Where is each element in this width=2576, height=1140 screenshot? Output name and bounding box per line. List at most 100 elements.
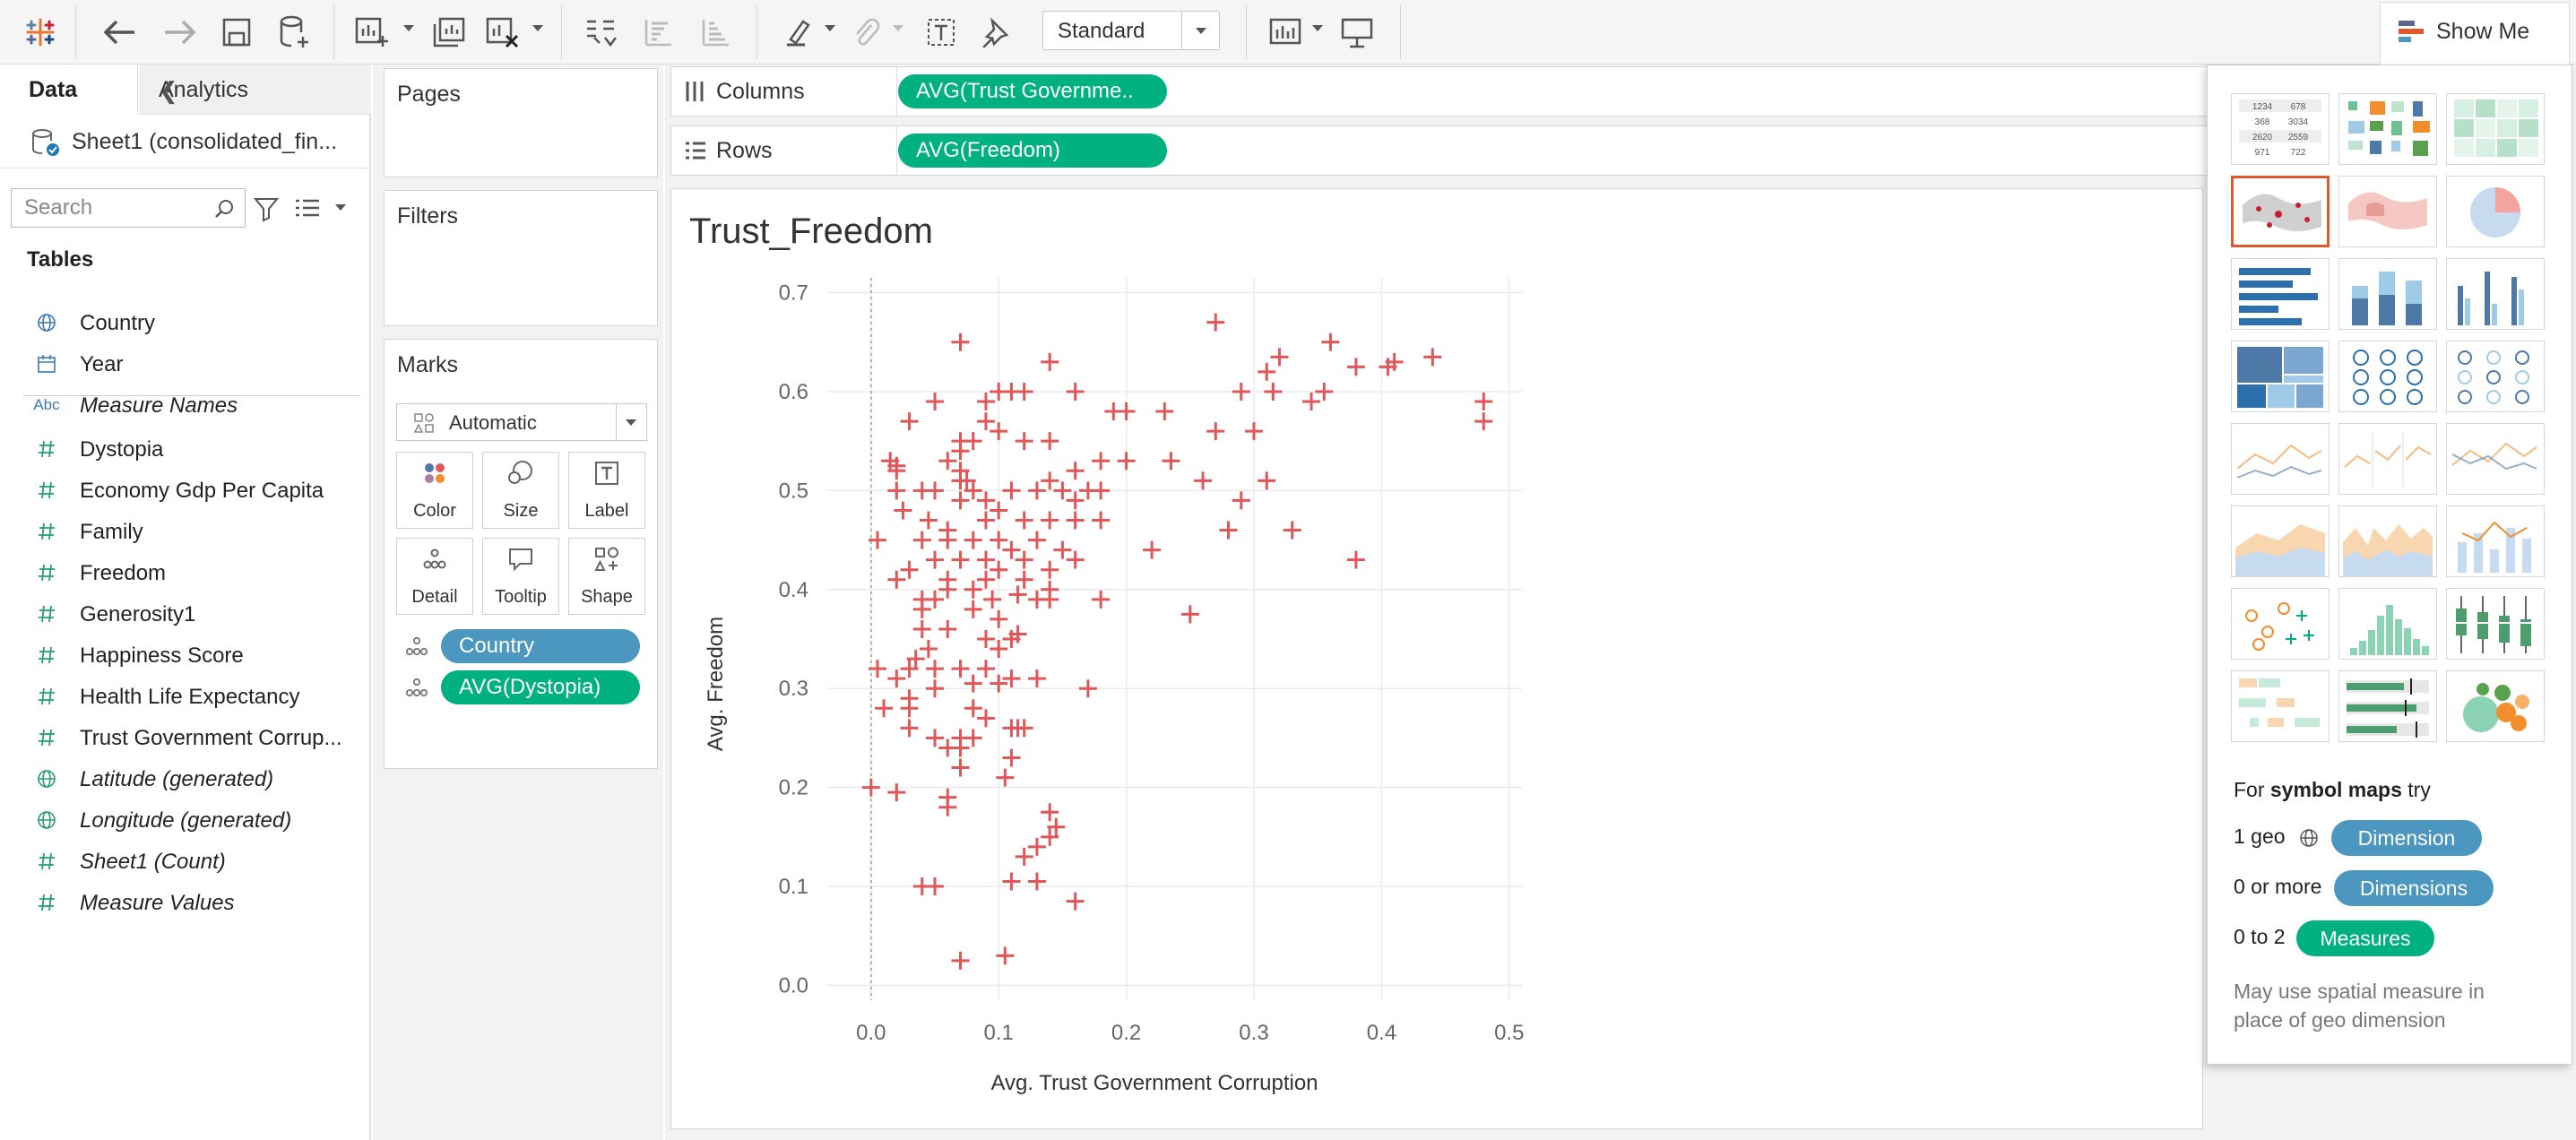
data-point[interactable] <box>938 580 957 599</box>
data-point[interactable] <box>900 560 919 579</box>
data-point[interactable] <box>1283 521 1301 540</box>
sort-ascending-icon[interactable] <box>636 7 679 57</box>
data-point[interactable] <box>951 442 970 461</box>
data-point[interactable] <box>1027 837 1046 856</box>
data-point[interactable] <box>1041 827 1059 846</box>
data-point[interactable] <box>887 570 906 589</box>
field-item[interactable]: Freedom <box>0 555 369 591</box>
new-worksheet-icon[interactable] <box>350 7 393 57</box>
data-point[interactable] <box>926 590 945 609</box>
data-point[interactable] <box>926 679 945 698</box>
data-point[interactable] <box>926 729 945 747</box>
data-point[interactable] <box>912 481 931 500</box>
data-point[interactable] <box>1002 872 1021 891</box>
duplicate-sheet-icon[interactable] <box>427 7 470 57</box>
data-point[interactable] <box>1008 585 1027 604</box>
show-me-area-continuous-icon[interactable] <box>2231 505 2330 577</box>
show-me-filled-map-icon[interactable] <box>2338 176 2437 247</box>
data-point[interactable] <box>1315 382 1334 401</box>
data-point[interactable] <box>964 481 982 500</box>
tab-data[interactable]: Data <box>0 65 138 115</box>
show-me-box-and-whisker-icon[interactable] <box>2446 588 2545 660</box>
data-point[interactable] <box>976 550 995 569</box>
data-point[interactable] <box>1346 550 1365 569</box>
undo-icon[interactable] <box>97 7 143 57</box>
data-point[interactable] <box>1015 847 1033 866</box>
data-point[interactable] <box>900 699 919 718</box>
detail-pill-avg-dystopia[interactable]: AVG(Dystopia) <box>441 670 640 704</box>
data-point[interactable] <box>951 951 970 970</box>
data-point[interactable] <box>990 531 1008 549</box>
show-me-horizontal-bars-icon[interactable] <box>2231 258 2330 330</box>
data-point[interactable] <box>1379 358 1397 376</box>
sort-descending-icon[interactable] <box>694 7 737 57</box>
data-point[interactable] <box>1041 803 1059 822</box>
data-point[interactable] <box>938 452 957 471</box>
data-point[interactable] <box>1015 550 1033 569</box>
data-point[interactable] <box>1066 382 1085 401</box>
show-me-text-table-icon[interactable]: 1234 678 368 3034 2620 2559 971 722 <box>2231 93 2330 165</box>
data-point[interactable] <box>1027 531 1046 549</box>
chevron-down-icon[interactable] <box>1181 12 1219 49</box>
show-me-dual-lines-icon[interactable] <box>2446 423 2545 495</box>
data-point[interactable] <box>1474 412 1493 431</box>
data-point[interactable] <box>919 511 938 530</box>
data-point[interactable] <box>1041 590 1059 609</box>
presentation-mode-icon[interactable] <box>1336 7 1379 57</box>
save-icon[interactable] <box>215 7 258 57</box>
data-point[interactable] <box>1066 491 1085 510</box>
show-me-side-by-side-circles-icon[interactable] <box>2446 341 2545 412</box>
data-point[interactable] <box>964 600 982 618</box>
show-me-treemap-icon[interactable] <box>2231 341 2330 412</box>
data-point[interactable] <box>990 640 1008 659</box>
size-button[interactable]: Size <box>482 452 559 529</box>
data-point[interactable] <box>951 660 970 678</box>
data-point[interactable] <box>912 600 931 618</box>
data-point[interactable] <box>990 609 1008 628</box>
data-point[interactable] <box>990 422 1008 441</box>
data-point[interactable] <box>1008 719 1027 738</box>
data-point[interactable] <box>900 660 919 678</box>
data-point[interactable] <box>906 650 925 669</box>
redo-icon[interactable] <box>156 7 203 57</box>
data-point[interactable] <box>951 332 970 351</box>
data-point[interactable] <box>1002 748 1021 767</box>
filter-icon[interactable] <box>253 195 280 222</box>
data-point[interactable] <box>1066 511 1085 530</box>
data-point[interactable] <box>976 393 995 411</box>
data-point[interactable] <box>1053 540 1072 559</box>
show-me-area-discrete-icon[interactable] <box>2338 505 2437 577</box>
data-point[interactable] <box>976 511 995 530</box>
data-point[interactable] <box>887 481 906 500</box>
field-item[interactable]: Generosity1 <box>0 596 369 632</box>
show-me-stacked-bars-icon[interactable] <box>2338 258 2437 330</box>
view-mode-select[interactable]: Standard <box>1042 11 1220 50</box>
data-point[interactable] <box>926 393 945 411</box>
field-item[interactable]: Family <box>0 514 369 549</box>
data-point[interactable] <box>926 660 945 678</box>
data-point[interactable] <box>996 946 1015 965</box>
search-icon[interactable] <box>214 198 236 220</box>
field-item[interactable]: Year <box>0 346 369 382</box>
show-me-symbol-map-icon[interactable] <box>2231 176 2330 247</box>
data-point[interactable] <box>861 778 880 797</box>
data-point[interactable] <box>1015 432 1033 451</box>
data-point[interactable] <box>1002 540 1021 559</box>
data-point[interactable] <box>990 382 1008 401</box>
data-point[interactable] <box>1066 892 1085 911</box>
data-point[interactable] <box>990 501 1008 520</box>
show-me-circle-views-icon[interactable] <box>2338 341 2437 412</box>
show-mark-labels-icon[interactable] <box>921 7 961 57</box>
data-point[interactable] <box>1015 511 1033 530</box>
field-item[interactable]: Longitude (generated) <box>0 802 369 838</box>
show-cards-icon[interactable] <box>1264 7 1307 57</box>
mark-type-select[interactable]: Automatic <box>396 403 647 441</box>
data-point[interactable] <box>1155 402 1174 421</box>
data-point[interactable] <box>894 501 912 520</box>
data-point[interactable] <box>1041 560 1059 579</box>
data-point[interactable] <box>951 491 970 510</box>
collapse-pane-icon[interactable]: ❮ <box>159 77 178 104</box>
show-me-button[interactable]: Show Me <box>2380 2 2570 65</box>
data-point[interactable] <box>926 877 945 896</box>
data-point[interactable] <box>1092 481 1111 500</box>
